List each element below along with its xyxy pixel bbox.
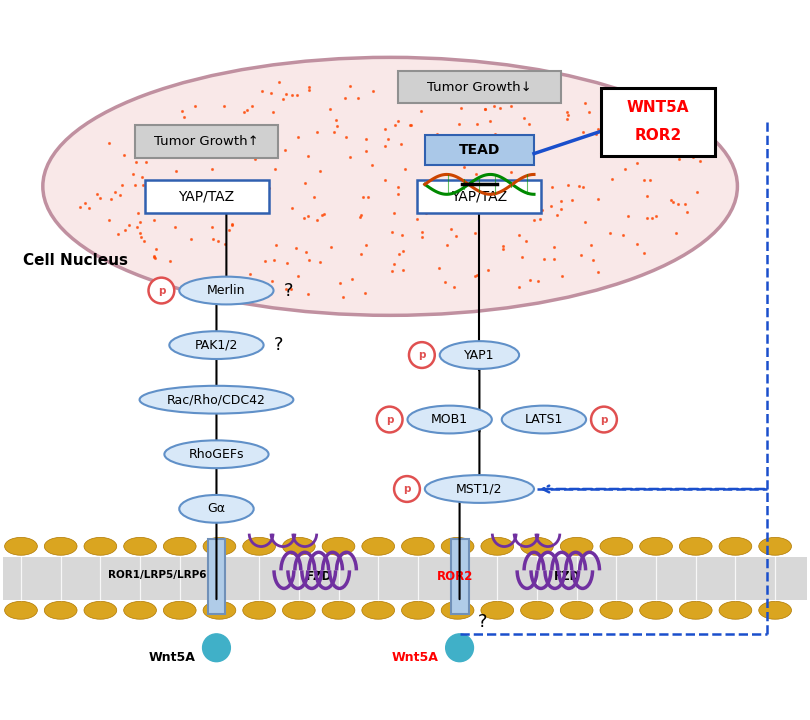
Text: Cell Nucleus: Cell Nucleus: [23, 253, 128, 269]
Ellipse shape: [600, 537, 633, 555]
Ellipse shape: [84, 537, 117, 555]
Text: FZD: FZD: [554, 570, 580, 583]
Ellipse shape: [719, 601, 752, 619]
FancyBboxPatch shape: [602, 88, 714, 156]
Text: ?: ?: [274, 336, 283, 354]
Circle shape: [409, 342, 435, 368]
Ellipse shape: [124, 537, 156, 555]
Ellipse shape: [322, 537, 355, 555]
Text: TEAD: TEAD: [458, 143, 500, 157]
Ellipse shape: [501, 405, 586, 433]
FancyBboxPatch shape: [450, 539, 468, 614]
Text: Gα: Gα: [207, 503, 225, 516]
Ellipse shape: [164, 601, 196, 619]
Text: YAP/TAZ: YAP/TAZ: [178, 189, 235, 203]
Ellipse shape: [5, 601, 37, 619]
Ellipse shape: [243, 537, 275, 555]
Ellipse shape: [441, 537, 474, 555]
Ellipse shape: [124, 601, 156, 619]
Text: FZD: FZD: [305, 570, 332, 583]
Text: PAK1/2: PAK1/2: [194, 338, 238, 351]
Circle shape: [377, 407, 403, 433]
Text: ?: ?: [284, 282, 293, 300]
FancyBboxPatch shape: [3, 557, 807, 600]
Ellipse shape: [640, 601, 672, 619]
Ellipse shape: [640, 537, 672, 555]
Ellipse shape: [561, 537, 593, 555]
Text: MOB1: MOB1: [431, 413, 468, 426]
Text: YAP/TAZ: YAP/TAZ: [451, 189, 508, 203]
Ellipse shape: [759, 537, 791, 555]
Circle shape: [591, 407, 617, 433]
Text: WNT5A: WNT5A: [627, 101, 689, 115]
Text: MST1/2: MST1/2: [456, 482, 503, 495]
Text: p: p: [386, 415, 394, 425]
Ellipse shape: [5, 537, 37, 555]
Ellipse shape: [680, 601, 712, 619]
Ellipse shape: [441, 601, 474, 619]
Ellipse shape: [179, 276, 274, 305]
Ellipse shape: [402, 601, 434, 619]
Ellipse shape: [203, 537, 236, 555]
Text: LATS1: LATS1: [525, 413, 563, 426]
Ellipse shape: [139, 386, 293, 413]
Ellipse shape: [169, 331, 263, 359]
Ellipse shape: [164, 537, 196, 555]
Text: Tumor Growth↓: Tumor Growth↓: [427, 81, 532, 94]
Ellipse shape: [481, 601, 514, 619]
Ellipse shape: [362, 537, 394, 555]
FancyBboxPatch shape: [398, 71, 561, 104]
Ellipse shape: [402, 537, 434, 555]
Ellipse shape: [719, 537, 752, 555]
Ellipse shape: [680, 537, 712, 555]
Ellipse shape: [521, 537, 553, 555]
Circle shape: [446, 634, 474, 662]
Ellipse shape: [43, 58, 737, 315]
Text: ?: ?: [477, 613, 487, 631]
FancyBboxPatch shape: [425, 135, 534, 165]
Ellipse shape: [362, 601, 394, 619]
Text: Tumor Growth↑: Tumor Growth↑: [154, 135, 259, 148]
Text: p: p: [403, 484, 411, 494]
Text: Merlin: Merlin: [207, 284, 245, 297]
Ellipse shape: [600, 601, 633, 619]
Ellipse shape: [203, 601, 236, 619]
Ellipse shape: [179, 495, 254, 523]
Circle shape: [202, 634, 230, 662]
Ellipse shape: [521, 601, 553, 619]
Ellipse shape: [407, 405, 492, 433]
Text: Wnt5A: Wnt5A: [391, 651, 438, 664]
FancyBboxPatch shape: [144, 180, 269, 212]
FancyBboxPatch shape: [417, 180, 541, 212]
Ellipse shape: [45, 601, 77, 619]
Ellipse shape: [84, 601, 117, 619]
Circle shape: [394, 476, 420, 502]
Text: Wnt5A: Wnt5A: [148, 651, 195, 664]
Text: ROR2: ROR2: [437, 570, 473, 583]
Text: p: p: [600, 415, 608, 425]
Ellipse shape: [45, 537, 77, 555]
Ellipse shape: [283, 601, 315, 619]
Text: ROR2: ROR2: [634, 128, 682, 143]
Ellipse shape: [425, 475, 534, 503]
Text: YAP1: YAP1: [464, 348, 495, 361]
Ellipse shape: [561, 601, 593, 619]
Text: ROR1/LRP5/LRP6: ROR1/LRP5/LRP6: [108, 570, 207, 580]
Text: p: p: [158, 286, 165, 295]
Ellipse shape: [440, 341, 519, 369]
Text: RhoGEFs: RhoGEFs: [189, 448, 245, 461]
Ellipse shape: [164, 441, 269, 468]
Text: Rac/Rho/CDC42: Rac/Rho/CDC42: [167, 393, 266, 406]
Ellipse shape: [481, 537, 514, 555]
Ellipse shape: [283, 537, 315, 555]
Text: p: p: [418, 350, 425, 360]
Ellipse shape: [322, 601, 355, 619]
Ellipse shape: [243, 601, 275, 619]
Circle shape: [148, 278, 174, 303]
FancyBboxPatch shape: [134, 125, 279, 158]
Ellipse shape: [759, 601, 791, 619]
FancyBboxPatch shape: [207, 539, 225, 614]
